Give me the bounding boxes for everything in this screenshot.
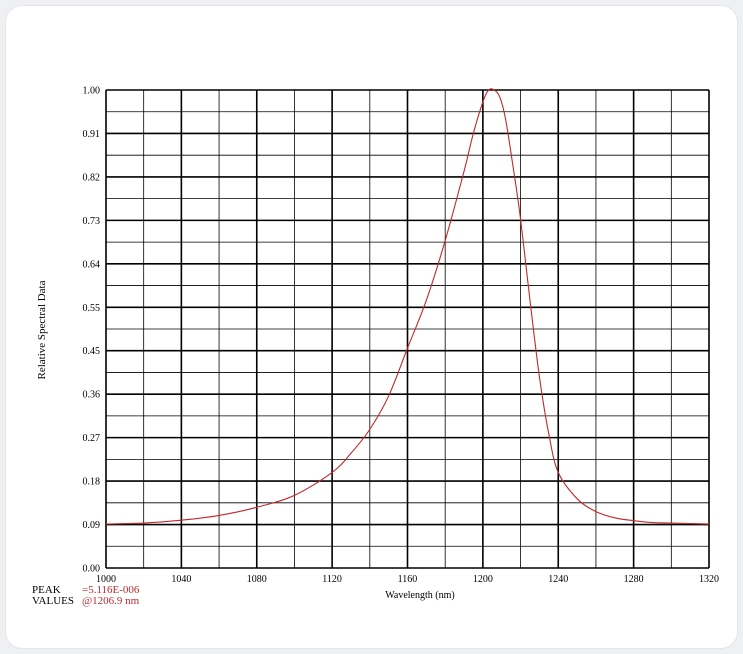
values-value: @1206.9 nm — [82, 595, 140, 607]
x-tick-labels: 1000 1040 1080 1120 1160 1200 1240 1280 1320 — [96, 574, 719, 585]
x-tick-label: 1160 — [398, 574, 418, 585]
y-tick-label: 0.82 — [83, 172, 101, 183]
y-tick-label: 0.55 — [83, 303, 101, 314]
peak-value: =5.116E-006 — [82, 584, 140, 596]
y-axis-label: Relative Spectral Data — [36, 280, 48, 379]
x-tick-label: 1280 — [624, 574, 644, 585]
chart-card — [6, 6, 737, 648]
y-tick-label: 0.27 — [83, 433, 101, 444]
x-tick-label: 1080 — [247, 574, 267, 585]
y-tick-label: 0.00 — [83, 564, 101, 575]
spectral-curve — [105, 88, 710, 525]
x-tick-label: 1240 — [548, 574, 568, 585]
y-tick-label: 0.36 — [83, 390, 101, 401]
y-tick-label: 0.45 — [83, 346, 101, 357]
major-grid — [105, 89, 710, 569]
y-tick-label: 0.64 — [83, 259, 101, 270]
x-tick-label: 1200 — [473, 574, 493, 585]
y-tick-labels: 0.00 0.09 0.18 0.27 0.36 0.45 0.55 0.64 0.73 0.82… — [83, 86, 101, 575]
x-tick-label: 1320 — [699, 574, 719, 585]
x-tick-label: 1040 — [171, 574, 191, 585]
y-tick-label: 1.00 — [83, 86, 101, 97]
y-tick-label: 0.09 — [83, 520, 101, 531]
y-tick-label: 0.18 — [83, 477, 101, 488]
peak-label: PEAK — [32, 584, 61, 596]
x-axis-label: Wavelength (nm) — [385, 590, 454, 601]
y-tick-label: 0.73 — [83, 216, 101, 227]
y-tick-label: 0.91 — [83, 129, 101, 140]
values-label: VALUES — [32, 595, 74, 607]
peak-info: PEAK =5.116E-006 VALUES @1206.9 nm — [32, 585, 139, 607]
x-tick-label: 1000 — [96, 574, 116, 585]
x-tick-label: 1120 — [322, 574, 342, 585]
